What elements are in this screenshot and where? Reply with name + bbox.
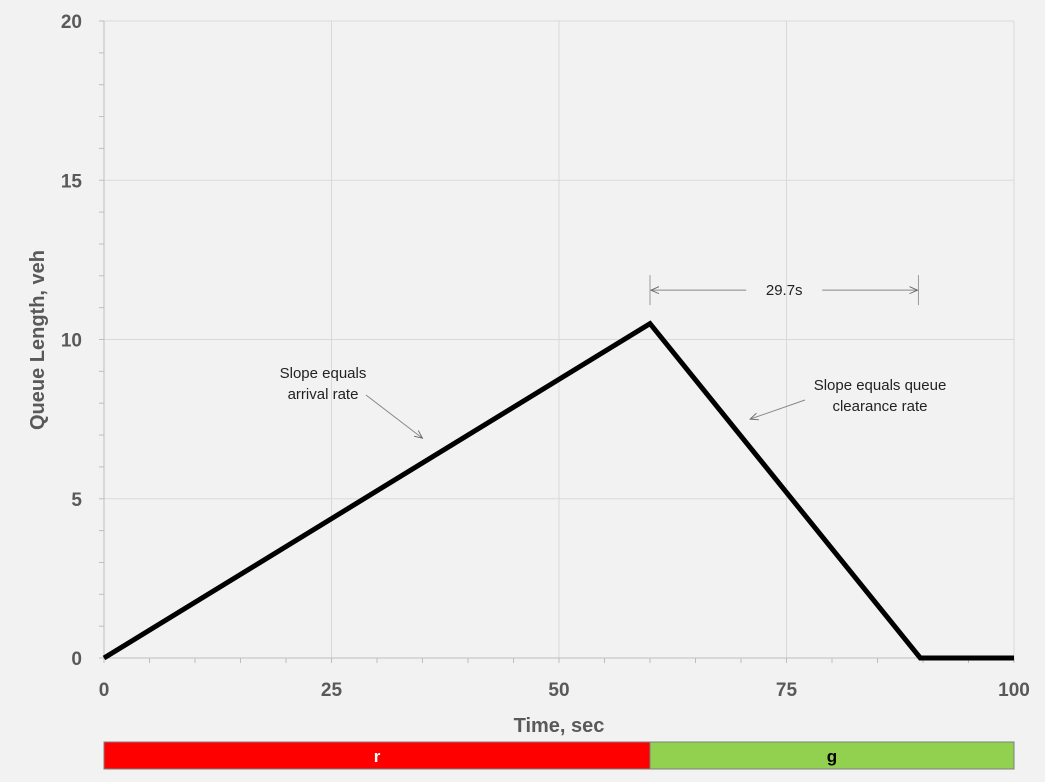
annotation-text: Slope equals arrival rate (280, 365, 367, 403)
annotation-text: Slope equals queue clearance rate (814, 377, 947, 415)
y-tick-label: 0 (71, 649, 82, 670)
annotation-arrow (365, 394, 423, 438)
y-tick-label: 5 (71, 490, 82, 511)
dimension-label: 29.7s (766, 282, 803, 299)
annotations: Slope equals arrival rate Slope equals que… (280, 275, 947, 438)
x-tick-label: 100 (998, 680, 1030, 701)
y-tick-label: 10 (61, 331, 82, 352)
x-axis-title: Time, sec (514, 715, 605, 737)
axes: 0 25 50 75 100 0 5 10 15 20 (61, 12, 1030, 701)
series-layer (102, 320, 1014, 661)
x-tick-label: 50 (548, 680, 569, 701)
signal-label-r: r (374, 747, 381, 766)
signal-segment-g (649, 741, 1015, 770)
signal-label-g: g (827, 747, 837, 766)
queue-length-line (102, 320, 1014, 661)
x-tick-label: 0 (99, 680, 110, 701)
signal-segment-r (103, 741, 651, 770)
x-tick-label: 75 (776, 680, 798, 701)
y-axis-title: Queue Length, veh (27, 250, 49, 430)
annotation-arrow (750, 399, 806, 419)
gridlines (104, 20, 1015, 658)
y-tick-label: 20 (61, 12, 82, 33)
x-tick-label: 25 (321, 680, 343, 701)
y-tick-label: 15 (61, 171, 83, 192)
minor-ticks (99, 20, 1015, 663)
